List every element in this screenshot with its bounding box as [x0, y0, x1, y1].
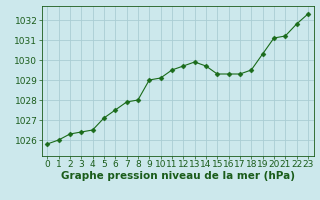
X-axis label: Graphe pression niveau de la mer (hPa): Graphe pression niveau de la mer (hPa) — [60, 171, 295, 181]
